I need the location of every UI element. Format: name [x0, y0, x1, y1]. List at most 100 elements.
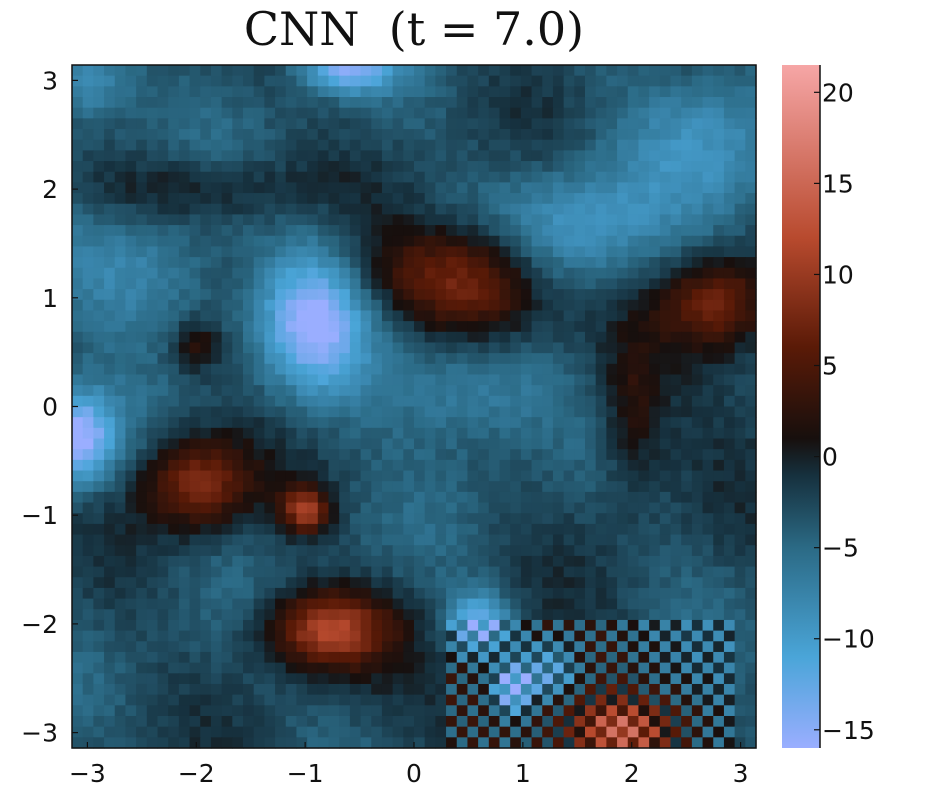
heatmap-cell — [745, 65, 757, 77]
heatmap-cell — [253, 694, 265, 706]
heatmap-cell — [745, 75, 757, 87]
heatmap-cell — [243, 534, 255, 546]
heatmap-cell — [681, 193, 693, 205]
heatmap-cell — [253, 395, 265, 408]
heatmap-cell — [349, 459, 362, 472]
heatmap-cell — [221, 65, 233, 77]
heatmap-cell — [253, 139, 265, 151]
heatmap-cell — [467, 619, 479, 632]
heatmap-cell — [285, 577, 298, 589]
heatmap-cell — [563, 353, 575, 365]
heatmap-cell — [467, 587, 479, 600]
heatmap-cell — [499, 715, 511, 728]
heatmap-cell — [531, 118, 543, 130]
heatmap-cell — [681, 161, 693, 173]
heatmap-cell — [264, 289, 276, 301]
heatmap-cell — [189, 225, 201, 237]
heatmap-cell — [424, 65, 436, 77]
heatmap-cell — [114, 417, 127, 429]
heatmap-cell — [104, 374, 116, 386]
heatmap-cell — [403, 683, 415, 696]
heatmap-cell — [72, 107, 84, 119]
heatmap-cell — [157, 534, 169, 546]
heatmap-cell — [403, 726, 415, 738]
heatmap-cell — [157, 118, 169, 130]
heatmap-cell — [328, 299, 340, 312]
heatmap-cell — [467, 65, 479, 77]
heatmap-cell — [243, 321, 255, 333]
heatmap-cell — [520, 129, 533, 141]
heatmap-cell — [617, 257, 629, 269]
heatmap-cell — [275, 481, 287, 493]
heatmap-cell — [210, 86, 223, 98]
heatmap-cell — [285, 737, 298, 749]
heatmap-cell — [296, 630, 308, 642]
heatmap-cell — [606, 97, 618, 109]
heatmap-cell — [82, 491, 94, 504]
heatmap-cell — [275, 651, 287, 664]
heatmap-cell — [125, 470, 137, 482]
heatmap-cell — [670, 139, 682, 151]
heatmap-cell — [349, 683, 362, 696]
heatmap-cell — [189, 267, 201, 280]
heatmap-cell — [360, 449, 372, 461]
heatmap-cell — [627, 417, 640, 429]
heatmap-cell — [627, 502, 640, 514]
heatmap-cell — [221, 523, 233, 536]
heatmap-cell — [574, 310, 586, 322]
heatmap-cell — [627, 577, 640, 589]
heatmap-cell — [691, 246, 704, 258]
heatmap-cell — [381, 417, 394, 429]
heatmap-cell — [745, 107, 757, 119]
heatmap-cell — [392, 662, 404, 674]
heatmap-cell — [446, 683, 458, 696]
heatmap-cell — [168, 491, 180, 504]
heatmap-cell — [606, 118, 618, 130]
heatmap-cell — [606, 577, 618, 589]
heatmap-cell — [467, 566, 479, 578]
heatmap-cell — [360, 97, 372, 109]
heatmap-cell — [392, 566, 404, 578]
heatmap-cell — [275, 257, 287, 269]
heatmap-cell — [488, 342, 501, 354]
heatmap-cell — [125, 694, 137, 706]
heatmap-cell — [670, 587, 682, 600]
heatmap-cell — [168, 129, 180, 141]
heatmap-cell — [275, 662, 287, 674]
heatmap-cell — [552, 225, 565, 237]
heatmap-cell — [488, 705, 501, 717]
heatmap-cell — [253, 225, 265, 237]
heatmap-cell — [435, 385, 447, 397]
heatmap-cell — [659, 321, 672, 333]
heatmap-cell — [339, 662, 351, 674]
heatmap-cell — [563, 417, 575, 429]
heatmap-cell — [104, 566, 116, 578]
heatmap-cell — [275, 737, 287, 749]
heatmap-cell — [456, 651, 469, 664]
heatmap-cell — [467, 705, 479, 717]
heatmap-cell — [200, 75, 212, 87]
heatmap-cell — [360, 577, 372, 589]
heatmap-cell — [745, 651, 757, 664]
heatmap-cell — [414, 310, 426, 322]
heatmap-cell — [638, 129, 650, 141]
heatmap-cell — [585, 278, 597, 290]
heatmap-cell — [339, 459, 351, 472]
heatmap-cell — [178, 161, 191, 173]
heatmap-cell — [574, 630, 586, 642]
heatmap-cell — [649, 566, 661, 578]
heatmap-cell — [243, 566, 255, 578]
heatmap-cell — [264, 321, 276, 333]
heatmap-cell — [349, 161, 362, 173]
heatmap-cell — [606, 129, 618, 141]
heatmap-cell — [414, 257, 426, 269]
heatmap-cell — [253, 417, 265, 429]
heatmap-cell — [638, 225, 650, 237]
heatmap-cell — [713, 150, 725, 162]
heatmap-cell — [371, 715, 383, 728]
heatmap-cell — [360, 694, 372, 706]
heatmap-cell — [702, 683, 714, 696]
heatmap-cell — [317, 587, 330, 600]
heatmap-cell — [349, 502, 362, 514]
